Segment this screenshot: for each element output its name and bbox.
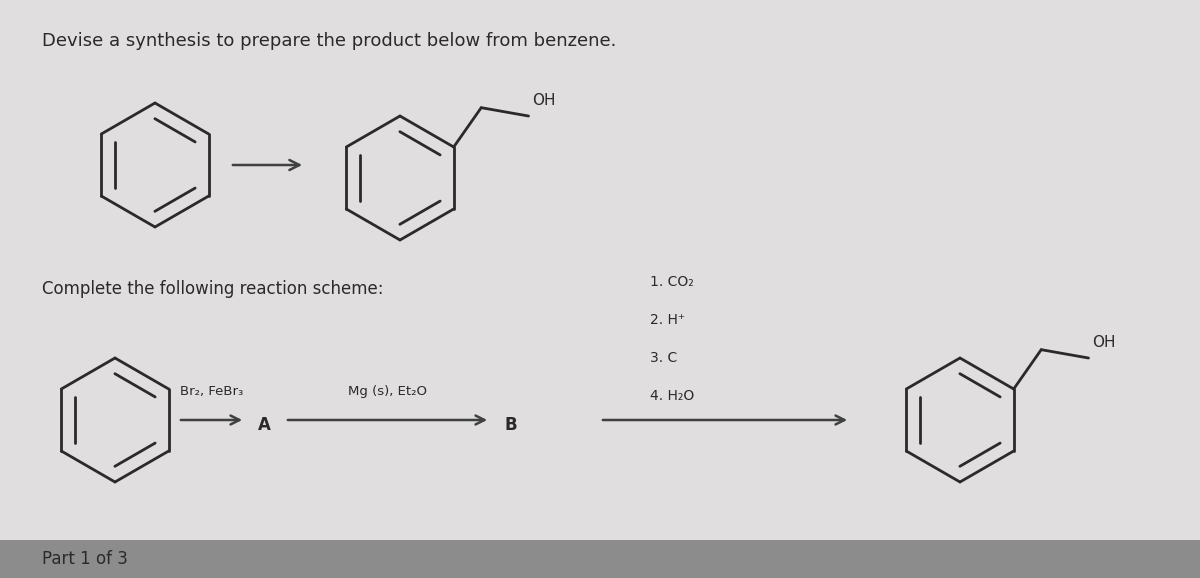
Text: Part 1 of 3: Part 1 of 3	[42, 550, 128, 568]
Text: Complete the following reaction scheme:: Complete the following reaction scheme:	[42, 280, 384, 298]
Text: 1. CO₂: 1. CO₂	[650, 275, 694, 289]
Text: Mg (s), Et₂O: Mg (s), Et₂O	[348, 385, 427, 398]
Text: Br₂, FeBr₃: Br₂, FeBr₃	[180, 385, 244, 398]
Bar	[0, 540, 1200, 578]
Text: Devise a synthesis to prepare the product below from benzene.: Devise a synthesis to prepare the produc…	[42, 32, 617, 50]
Text: OH: OH	[1092, 335, 1116, 350]
Text: B: B	[505, 416, 517, 434]
Text: 3. C: 3. C	[650, 351, 677, 365]
Text: 4. H₂O: 4. H₂O	[650, 389, 695, 403]
Text: A: A	[258, 416, 271, 434]
Text: OH: OH	[533, 93, 556, 108]
Text: 2. H⁺: 2. H⁺	[650, 313, 685, 327]
